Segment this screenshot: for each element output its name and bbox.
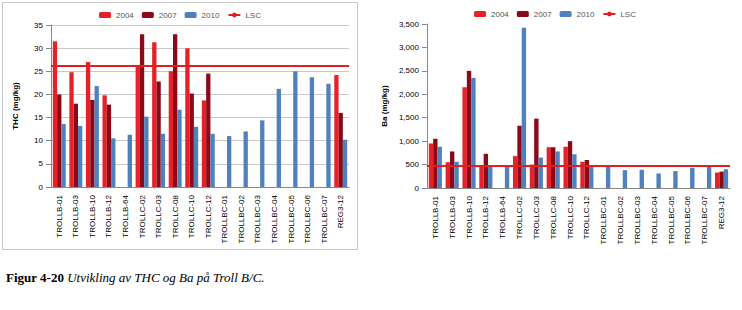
svg-text:2010: 2010 (202, 11, 220, 20)
svg-text:3,500: 3,500 (399, 20, 420, 29)
svg-text:30: 30 (34, 44, 43, 53)
svg-text:20: 20 (34, 90, 43, 99)
svg-text:TROLLC-08: TROLLC-08 (549, 195, 558, 239)
svg-text:0: 0 (414, 184, 419, 193)
svg-text:TROLLC-10: TROLLC-10 (187, 194, 196, 238)
svg-text:TROLLBC-02: TROLLBC-02 (237, 194, 246, 243)
svg-text:TROLLBC-06: TROLLBC-06 (303, 194, 312, 243)
svg-text:1,500: 1,500 (399, 113, 420, 122)
svg-text:TROLLBC-02: TROLLBC-02 (616, 195, 625, 244)
svg-text:LSC: LSC (620, 10, 636, 19)
svg-text:2007: 2007 (534, 10, 552, 19)
svg-text:TROLLBC-06: TROLLBC-06 (683, 195, 692, 244)
html-text:Figur 4-20 Utvikling av THC og: Figur 4-20 Utvikling av THC og Ba på Tro… (6, 270, 265, 285)
svg-text:TROLLB-03: TROLLB-03 (71, 194, 80, 237)
svg-text:2010: 2010 (577, 10, 595, 19)
svg-text:TROLLBC-03: TROLLBC-03 (633, 195, 642, 244)
svg-text:TROLLC-12: TROLLC-12 (204, 194, 213, 238)
svg-text:TROLLBC-05: TROLLBC-05 (287, 194, 296, 243)
svg-text:TROLLC-12: TROLLC-12 (582, 195, 591, 239)
svg-text:TROLLB-03: TROLLB-03 (448, 195, 457, 238)
svg-text:3,000: 3,000 (399, 43, 420, 52)
svg-text:TROLLB-10: TROLLB-10 (465, 195, 474, 238)
svg-text:TROLLBC-04: TROLLBC-04 (270, 194, 279, 243)
svg-text:TROLLB-12: TROLLB-12 (104, 194, 113, 237)
svg-text:10: 10 (34, 136, 43, 145)
svg-text:TROLLB-64: TROLLB-64 (121, 194, 130, 237)
svg-text:500: 500 (406, 160, 420, 169)
svg-text:REG3-12: REG3-12 (717, 195, 726, 229)
svg-text:TROLLC-02: TROLLC-02 (515, 195, 524, 239)
svg-text:TROLLB-12: TROLLB-12 (481, 195, 490, 238)
svg-text:2004: 2004 (491, 10, 509, 19)
svg-text:35: 35 (34, 21, 43, 30)
svg-text:TROLLBC-03: TROLLBC-03 (253, 194, 262, 243)
svg-text:Ba (mg/kg): Ba (mg/kg) (380, 85, 389, 127)
svg-text:TROLLBC-04: TROLLBC-04 (650, 195, 659, 244)
svg-text:25: 25 (34, 67, 43, 76)
svg-text:TROLLC-03: TROLLC-03 (532, 195, 541, 239)
svg-text:2004: 2004 (116, 11, 134, 20)
svg-text:TROLLC-03: TROLLC-03 (154, 194, 163, 238)
svg-text:TROLLB-64: TROLLB-64 (498, 195, 507, 238)
svg-text:THC (mg/kg): THC (mg/kg) (11, 82, 20, 130)
svg-text:TROLLC-02: TROLLC-02 (138, 194, 147, 238)
svg-text:TROLLC-10: TROLLC-10 (566, 195, 575, 239)
svg-text:2,000: 2,000 (399, 90, 420, 99)
svg-text:TROLLBC-07: TROLLBC-07 (700, 195, 709, 244)
svg-text:1,000: 1,000 (399, 137, 420, 146)
svg-text:2,500: 2,500 (399, 66, 420, 75)
svg-text:0: 0 (39, 183, 44, 192)
svg-text:TROLLB-01: TROLLB-01 (431, 195, 440, 238)
svg-text:TROLLBC-05: TROLLBC-05 (667, 195, 676, 244)
svg-text:TROLLB-10: TROLLB-10 (88, 194, 97, 237)
svg-text:2007: 2007 (159, 11, 177, 20)
svg-text:LSC: LSC (245, 11, 261, 20)
svg-text:15: 15 (34, 113, 43, 122)
svg-text:TROLLBC-07: TROLLBC-07 (320, 194, 329, 243)
svg-text:5: 5 (39, 159, 44, 168)
svg-text:TROLLC-08: TROLLC-08 (171, 194, 180, 238)
svg-text:TROLLB-01: TROLLB-01 (55, 194, 64, 237)
svg-text:REG3-12: REG3-12 (336, 194, 345, 228)
svg-text:TROLLBC-01: TROLLBC-01 (220, 194, 229, 243)
svg-text:TROLLBC-01: TROLLBC-01 (599, 195, 608, 244)
